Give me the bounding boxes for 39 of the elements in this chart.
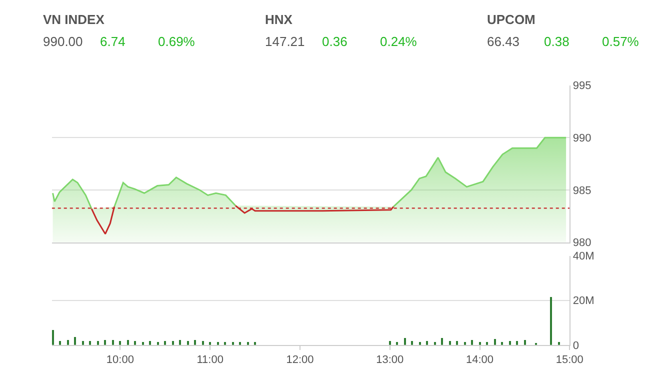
bar bbox=[126, 340, 129, 345]
y-tick-label: 990 bbox=[572, 132, 592, 145]
y-tick-label: 40M bbox=[572, 250, 594, 263]
text: 0.69% bbox=[158, 34, 196, 49]
bar bbox=[470, 340, 473, 345]
text: 66.43 bbox=[487, 34, 520, 49]
x-tick-label: 12:00 bbox=[286, 354, 314, 366]
text: 147.21 bbox=[265, 34, 305, 49]
x-tick-label: 15:00 bbox=[556, 354, 584, 366]
x-tick-label: 10:00 bbox=[106, 354, 134, 366]
text: 6.74 bbox=[100, 34, 126, 49]
bar bbox=[52, 330, 54, 345]
y-tick-label: 20M bbox=[572, 295, 594, 308]
category-label: VN INDEX bbox=[43, 12, 105, 27]
bar bbox=[104, 340, 106, 345]
x-tick-label: 11:00 bbox=[196, 354, 224, 366]
bar bbox=[440, 338, 443, 345]
y-tick-label: 985 bbox=[572, 184, 592, 197]
bar bbox=[66, 340, 69, 345]
category-label: UPCOM bbox=[487, 12, 536, 27]
text: 0.38 bbox=[544, 34, 570, 49]
bar bbox=[550, 296, 552, 345]
y-tick-label: 995 bbox=[572, 80, 592, 92]
category-label: HNX bbox=[265, 12, 293, 27]
text: 0.36 bbox=[322, 34, 348, 49]
bar bbox=[112, 340, 114, 345]
x-tick-label: 14:00 bbox=[466, 354, 494, 366]
bar bbox=[74, 336, 76, 345]
bar bbox=[178, 340, 181, 345]
bar bbox=[404, 338, 406, 345]
y-tick-label: 980 bbox=[572, 237, 592, 250]
x-tick-label: 13:00 bbox=[376, 354, 404, 366]
bar bbox=[494, 338, 496, 345]
text: 0.57% bbox=[602, 34, 640, 49]
text: 0.24% bbox=[380, 34, 418, 49]
y-tick-label: 0 bbox=[572, 340, 579, 352]
bar bbox=[524, 340, 526, 345]
text: 990.00 bbox=[43, 34, 83, 49]
bar bbox=[194, 340, 196, 345]
